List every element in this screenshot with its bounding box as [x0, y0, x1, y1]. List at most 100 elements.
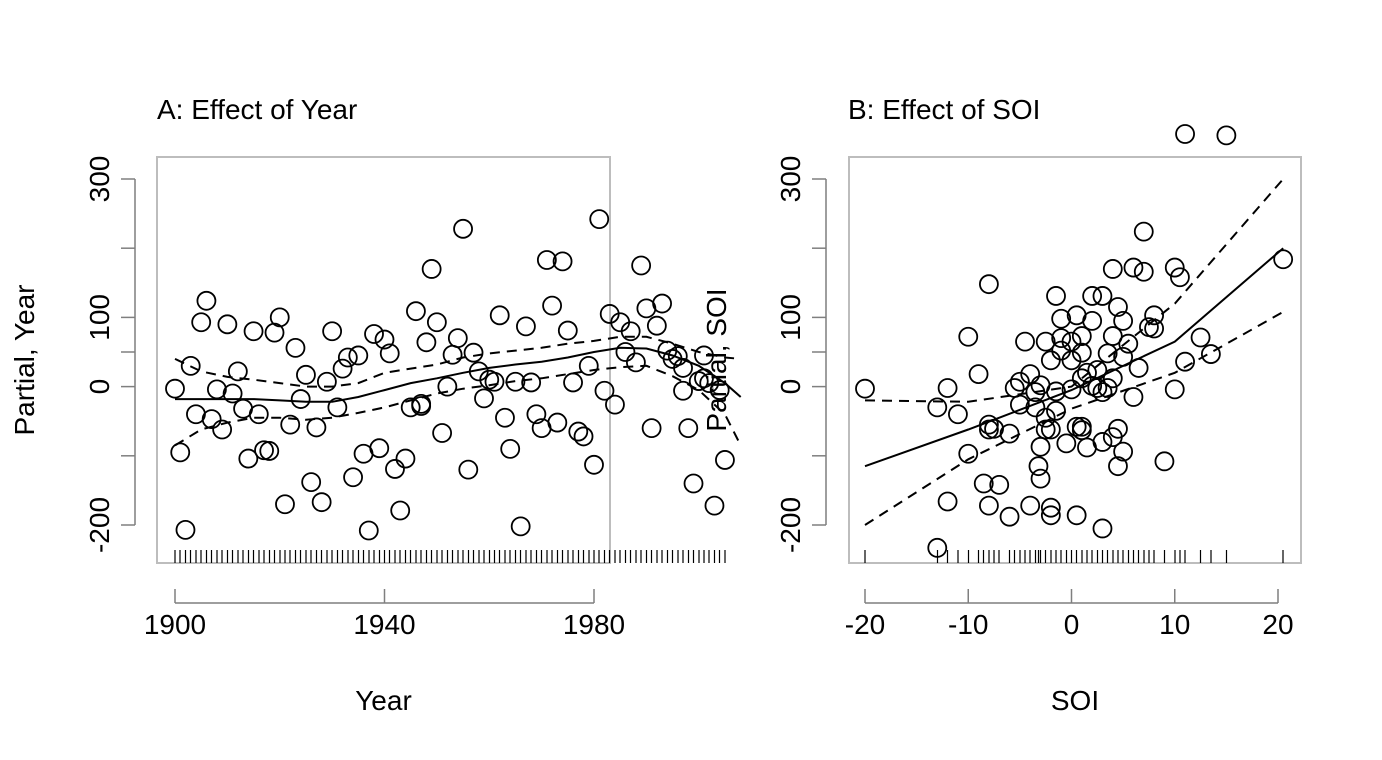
data-point [521, 372, 542, 393]
data-point [1046, 400, 1066, 421]
panel-a-y-label: Partial, Year [9, 285, 40, 436]
data-point [416, 332, 437, 353]
x-tick-label: 20 [1262, 609, 1293, 640]
data-point [227, 361, 248, 382]
data-point [180, 355, 201, 376]
data-point [489, 305, 510, 326]
data-point [290, 389, 311, 409]
data-point [1082, 310, 1103, 331]
data-point [1040, 505, 1061, 526]
data-point [201, 409, 222, 430]
data-point [927, 397, 948, 418]
data-point [968, 364, 989, 385]
data-point [1066, 416, 1087, 437]
x-tick-label: -20 [845, 609, 885, 640]
x-tick-label: -10 [948, 609, 988, 640]
data-point [1170, 267, 1190, 288]
data-point [364, 324, 384, 344]
data-point [1051, 328, 1072, 349]
data-point [1040, 497, 1061, 518]
data-point [1020, 495, 1041, 516]
data-point [1102, 259, 1123, 279]
data-point [1118, 333, 1139, 354]
data-point [327, 397, 348, 418]
data-point [1175, 351, 1195, 372]
data-point [1051, 308, 1072, 329]
data-point [937, 491, 958, 512]
data-point [170, 442, 191, 463]
data-point [615, 342, 636, 362]
data-point [358, 520, 379, 541]
data-point [484, 371, 505, 392]
data-point [673, 380, 693, 401]
data-point [374, 329, 395, 350]
data-point [222, 383, 243, 404]
data-point [385, 459, 405, 479]
panel-b-x-label: SOI [1051, 685, 1099, 716]
data-point [248, 404, 269, 425]
data-point [301, 472, 322, 492]
data-point [406, 301, 426, 322]
data-point [421, 259, 442, 279]
data-point [1092, 382, 1113, 403]
data-point [948, 404, 968, 425]
data-point [1066, 505, 1087, 526]
data-point [269, 307, 290, 328]
panel-b-plot-frame [848, 156, 1302, 564]
data-point [958, 326, 979, 347]
fit-line [864, 247, 1284, 468]
data-point [620, 321, 641, 342]
data-point [280, 414, 301, 435]
data-point [958, 443, 979, 464]
data-point [1071, 368, 1092, 389]
data-point [999, 423, 1020, 444]
data-point [704, 495, 725, 516]
data-point [631, 255, 652, 276]
x-tick-label: 1900 [144, 609, 206, 640]
data-point [411, 396, 432, 416]
data-point [296, 364, 316, 385]
panel-a-title: A: Effect of Year [157, 94, 357, 125]
data-point [316, 371, 337, 392]
data-point [667, 346, 688, 367]
data-point [196, 290, 217, 311]
data-point [557, 320, 578, 341]
data-point [1030, 468, 1051, 489]
y-tick-label: 300 [775, 156, 806, 203]
data-point [1164, 257, 1185, 278]
panel-b-y-label: Partial, SOI [701, 288, 732, 431]
data-point [1061, 379, 1082, 400]
data-point [526, 404, 547, 425]
y-tick-label: 0 [84, 379, 115, 395]
lower-confidence-band [174, 364, 742, 447]
panel-b-fit-lines [864, 178, 1284, 526]
upper-confidence-band [864, 178, 1284, 403]
data-point [217, 314, 238, 335]
data-point [1108, 456, 1128, 477]
data-point [568, 421, 589, 442]
data-point [1216, 125, 1237, 146]
data-point [563, 372, 583, 393]
data-point [536, 250, 557, 270]
data-point [1108, 297, 1128, 317]
x-tick-label: 0 [1064, 609, 1080, 640]
panel-a-x-axis: 1900 1940 1980 [144, 589, 625, 640]
data-point [547, 412, 568, 433]
data-point [1071, 326, 1092, 346]
data-point [1164, 379, 1185, 400]
data-point [453, 218, 473, 239]
data-point [1071, 342, 1092, 363]
data-point [1061, 350, 1082, 371]
data-point [1092, 432, 1113, 452]
data-point [573, 426, 594, 447]
data-point [474, 388, 494, 409]
data-point [1009, 394, 1030, 415]
data-point [379, 343, 400, 364]
data-point [1123, 387, 1144, 407]
data-point [989, 474, 1010, 495]
data-point [1040, 350, 1061, 371]
data-point [495, 407, 515, 428]
data-point [1082, 286, 1103, 306]
